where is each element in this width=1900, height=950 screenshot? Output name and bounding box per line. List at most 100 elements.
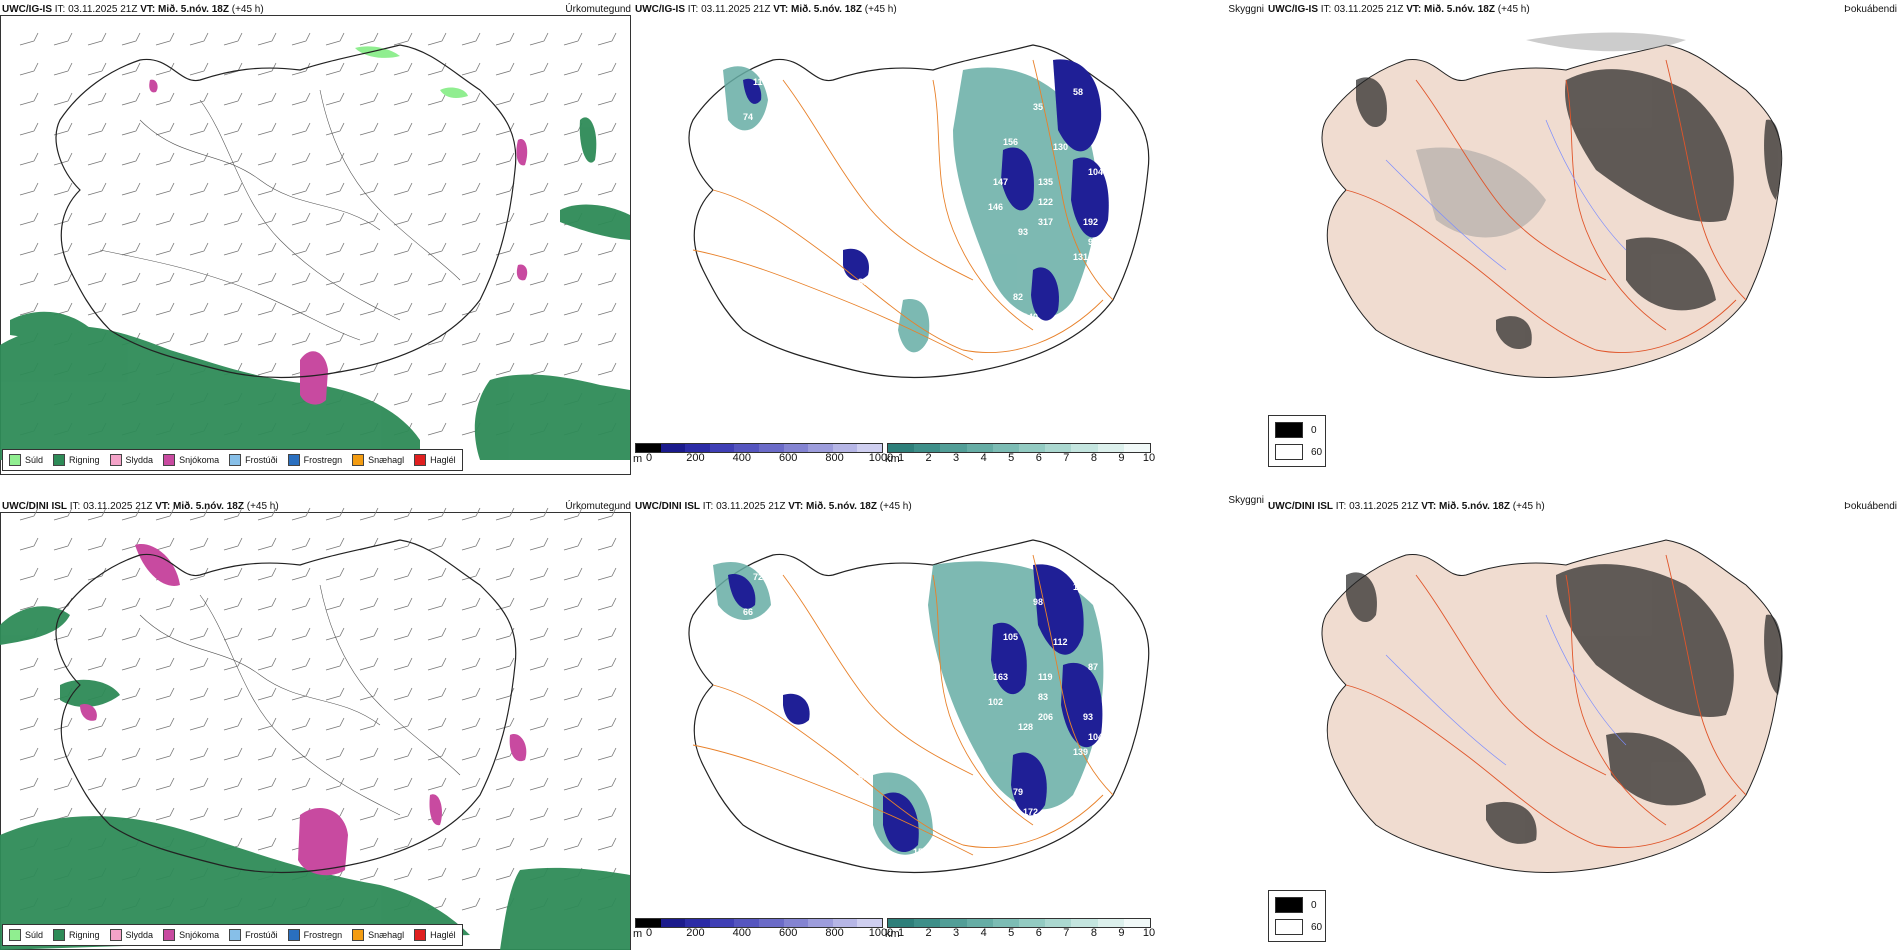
wind-barb — [19, 152, 39, 166]
legend-swatch — [287, 454, 300, 466]
wind-barb — [257, 687, 277, 701]
wind-barb — [427, 362, 447, 376]
vis-bar-segment — [1071, 919, 1098, 927]
wind-barb — [121, 507, 141, 521]
wind-barb — [427, 302, 447, 316]
wind-barb — [393, 507, 413, 521]
ceiling-number: 92 — [908, 882, 918, 892]
wind-barb — [563, 272, 583, 286]
ceiling-number: 58 — [1073, 87, 1083, 97]
rain-areas — [0, 606, 630, 950]
wind-barb — [19, 182, 39, 196]
wind-barb — [291, 302, 311, 316]
wind-barb — [325, 597, 345, 611]
ceiling-bar-segment — [783, 919, 809, 927]
ceiling-number: 79 — [1013, 787, 1023, 797]
precip-panel-top: UWC/IG-IS IT: 03.11.2025 21Z VT: Mið. 5.… — [0, 0, 633, 475]
ceiling-number: 88 — [888, 262, 898, 272]
wind-barb — [325, 62, 345, 76]
wind-barb — [563, 687, 583, 701]
wind-barb — [563, 302, 583, 316]
wind-barb — [189, 777, 209, 791]
wind-barb — [121, 62, 141, 76]
wind-barb — [359, 242, 379, 256]
wind-barb — [393, 242, 413, 256]
cloud-map — [1321, 539, 1783, 873]
cloud-roads — [1345, 554, 1747, 848]
wind-barb — [359, 777, 379, 791]
ceiling-tick-label: 200 — [686, 927, 705, 939]
wind-barb — [87, 507, 107, 521]
cloud-panel-top: UWC/IG-IS IT: 03.11.2025 21Z VT: Mið. 5.… — [1266, 0, 1899, 475]
wind-barb — [223, 122, 243, 136]
iceland-outline — [688, 44, 1150, 379]
wind-barb — [155, 32, 175, 46]
wind-barb — [87, 657, 107, 671]
wind-barb — [461, 392, 481, 406]
wind-barb — [87, 777, 107, 791]
wind-barb — [563, 777, 583, 791]
wind-barb — [121, 302, 141, 316]
vis-colorbar: km 1 2 3 4 5 6 7 8 9 10 — [885, 918, 1155, 944]
wind-barb — [495, 657, 515, 671]
wind-barb — [393, 122, 413, 136]
vis-tick-label: 7 — [1063, 927, 1070, 939]
vis-tick-label: 10 — [1142, 927, 1156, 939]
wind-barb — [427, 152, 447, 166]
wind-barb — [427, 62, 447, 76]
ceiling-number: 104 — [1088, 732, 1103, 742]
wind-barb — [597, 657, 617, 671]
wind-barb — [121, 272, 141, 286]
wind-barb — [257, 152, 277, 166]
wind-barb — [155, 62, 175, 76]
wind-barb — [529, 242, 549, 256]
wind-barb — [19, 567, 39, 581]
legend-swatch — [229, 929, 242, 941]
ceiling-map: 58 10 35 11 74 156 130 101 147 135 104 146 122 317 192… — [688, 44, 1150, 397]
wind-barb — [427, 597, 447, 611]
wind-barb — [189, 302, 209, 316]
ceiling-unit: m — [633, 453, 643, 465]
wind-barb — [291, 717, 311, 731]
panel-header: UWC/DINI ISL IT: 03.11.2025 21Z VT: Mið.… — [635, 501, 912, 512]
wind-barb — [223, 687, 243, 701]
ceiling-number: 172 — [1023, 807, 1038, 817]
wind-barb — [495, 92, 515, 106]
wind-barb — [427, 212, 447, 226]
precip-map — [0, 507, 630, 950]
legend-label: Snjókoma — [179, 455, 220, 465]
vis-bar-segment — [1123, 444, 1151, 452]
legend-item: Súld — [9, 454, 43, 466]
wind-barb — [461, 837, 481, 851]
wind-barb — [155, 717, 175, 731]
legend-item: Slydda — [109, 454, 153, 466]
wind-barb — [291, 152, 311, 166]
wind-barb — [87, 567, 107, 581]
vis-bar-segment — [1019, 919, 1046, 927]
wind-barb — [19, 597, 39, 611]
wind-barb — [223, 507, 243, 521]
wind-barb — [189, 272, 209, 286]
wind-barb — [563, 837, 583, 851]
wind-barb — [325, 92, 345, 106]
wind-barb — [393, 332, 413, 346]
ceiling-number: 157 — [913, 847, 928, 857]
map-frame — [0, 15, 631, 475]
wind-barb — [563, 62, 583, 76]
wind-barb — [359, 687, 379, 701]
legend-item: Slydda — [109, 929, 153, 941]
ceiling-bar-segment — [832, 444, 858, 452]
panel-title: Þokuábendi — [1844, 501, 1897, 512]
ceiling-number: 140 — [1023, 312, 1038, 322]
ceiling-tick-label: 400 — [732, 452, 751, 464]
wind-barb — [393, 152, 413, 166]
ceiling-number: 101 — [1103, 142, 1118, 152]
wind-barb — [155, 272, 175, 286]
vis-bar-segment — [888, 919, 915, 927]
ceiling-bar-segment — [857, 444, 882, 452]
wind-barb — [597, 507, 617, 521]
wind-barb — [291, 272, 311, 286]
wind-barb — [19, 302, 39, 316]
vis-unit: km — [885, 928, 900, 940]
panel-header: UWC/IG-IS IT: 03.11.2025 21Z VT: Mið. 5.… — [2, 4, 264, 15]
